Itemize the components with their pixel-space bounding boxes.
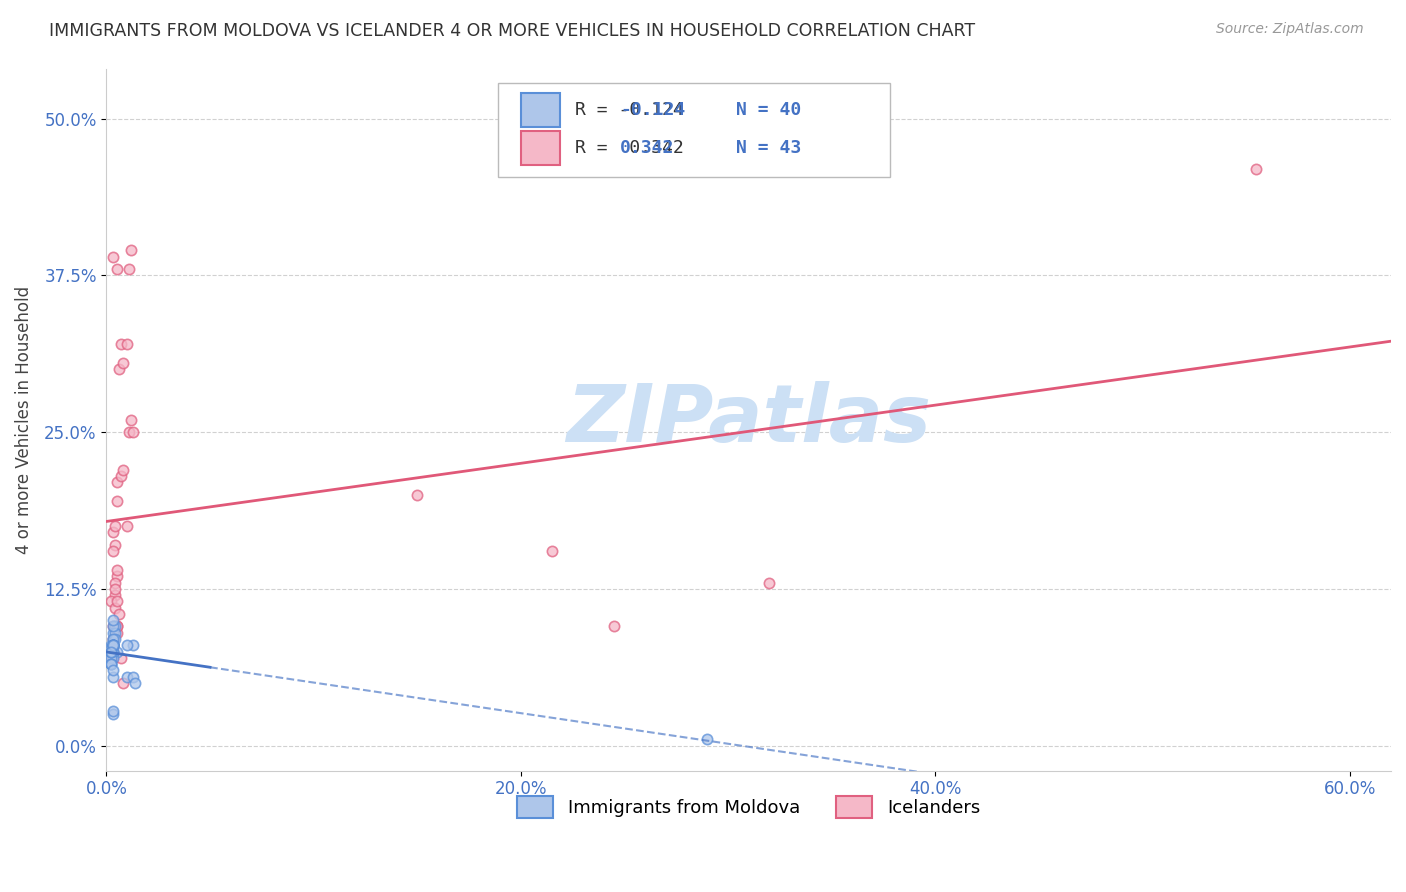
Point xyxy=(101,525,124,540)
Point xyxy=(100,644,122,658)
Text: N = 40: N = 40 xyxy=(735,101,801,119)
Point xyxy=(122,670,145,684)
Point xyxy=(101,664,124,678)
Point xyxy=(101,544,124,558)
Point xyxy=(115,670,138,684)
Point xyxy=(120,244,142,258)
Point xyxy=(115,638,138,652)
FancyBboxPatch shape xyxy=(522,131,560,165)
Point xyxy=(122,425,145,439)
Point xyxy=(101,638,124,652)
Point xyxy=(101,650,124,665)
Point xyxy=(101,644,124,658)
Point xyxy=(101,638,124,652)
Point xyxy=(101,638,124,652)
Point xyxy=(100,594,122,608)
Point xyxy=(758,575,780,590)
Point xyxy=(603,619,626,633)
Text: Source: ZipAtlas.com: Source: ZipAtlas.com xyxy=(1216,22,1364,37)
Point xyxy=(118,425,141,439)
Point xyxy=(100,657,122,672)
Point xyxy=(104,632,127,646)
Point xyxy=(100,650,122,665)
Point xyxy=(110,337,132,351)
Point xyxy=(108,362,131,376)
Point xyxy=(100,657,122,672)
Point xyxy=(100,644,122,658)
Point xyxy=(1246,161,1268,176)
Point xyxy=(101,650,124,665)
Point xyxy=(541,544,564,558)
Point xyxy=(105,262,128,277)
Point xyxy=(101,704,124,718)
Point xyxy=(104,625,127,640)
Point xyxy=(101,638,124,652)
Point xyxy=(115,337,138,351)
Point xyxy=(110,469,132,483)
Text: 0.342: 0.342 xyxy=(620,139,675,157)
Point xyxy=(101,638,124,652)
Point xyxy=(101,632,124,646)
Point xyxy=(100,644,122,658)
Point xyxy=(108,607,131,621)
Point xyxy=(105,569,128,583)
Point xyxy=(122,638,145,652)
Text: IMMIGRANTS FROM MOLDOVA VS ICELANDER 4 OR MORE VEHICLES IN HOUSEHOLD CORRELATION: IMMIGRANTS FROM MOLDOVA VS ICELANDER 4 O… xyxy=(49,22,976,40)
Point xyxy=(105,625,128,640)
Point xyxy=(112,356,135,370)
Point xyxy=(120,412,142,426)
Point xyxy=(100,644,122,658)
Point xyxy=(101,613,124,627)
Point xyxy=(115,519,138,533)
Point xyxy=(101,632,124,646)
Text: N = 43: N = 43 xyxy=(735,139,801,157)
Text: R =  0.342: R = 0.342 xyxy=(575,139,685,157)
Point xyxy=(104,582,127,596)
Point xyxy=(112,463,135,477)
Point xyxy=(101,670,124,684)
Point xyxy=(100,657,122,672)
Point xyxy=(101,707,124,722)
Point xyxy=(406,488,429,502)
Point xyxy=(105,619,128,633)
Point xyxy=(104,619,127,633)
Point xyxy=(101,625,124,640)
Point xyxy=(104,575,127,590)
Point xyxy=(105,494,128,508)
Legend: Immigrants from Moldova, Icelanders: Immigrants from Moldova, Icelanders xyxy=(510,789,987,825)
Point xyxy=(110,650,132,665)
Point xyxy=(101,632,124,646)
FancyBboxPatch shape xyxy=(522,93,560,127)
Text: ZIPatlas: ZIPatlas xyxy=(567,381,931,458)
Point xyxy=(101,619,124,633)
Point xyxy=(104,600,127,615)
Text: -0.124: -0.124 xyxy=(620,101,686,119)
Point xyxy=(104,538,127,552)
Point xyxy=(112,676,135,690)
Point xyxy=(101,250,124,264)
Point xyxy=(101,644,124,658)
Point xyxy=(101,644,124,658)
Text: R = -0.124: R = -0.124 xyxy=(575,101,685,119)
Point xyxy=(105,619,128,633)
Point xyxy=(101,619,124,633)
Point xyxy=(101,638,124,652)
Point xyxy=(101,638,124,652)
Point xyxy=(101,638,124,652)
Point xyxy=(696,732,718,747)
FancyBboxPatch shape xyxy=(498,83,890,178)
Point xyxy=(100,638,122,652)
Point xyxy=(105,644,128,658)
Point xyxy=(104,588,127,602)
Point xyxy=(104,519,127,533)
Point xyxy=(118,262,141,277)
Point xyxy=(105,594,128,608)
Point xyxy=(101,638,124,652)
Point xyxy=(124,676,146,690)
Y-axis label: 4 or more Vehicles in Household: 4 or more Vehicles in Household xyxy=(15,285,32,554)
Point xyxy=(105,475,128,490)
Point xyxy=(105,563,128,577)
